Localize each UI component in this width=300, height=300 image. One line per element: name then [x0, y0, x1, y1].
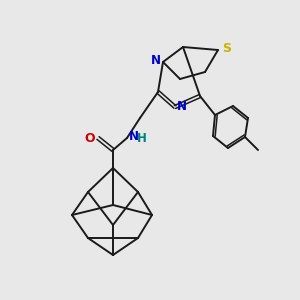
Text: N: N: [177, 100, 187, 113]
Text: S: S: [223, 41, 232, 55]
Text: H: H: [137, 133, 147, 146]
Text: N: N: [151, 55, 161, 68]
Text: N: N: [129, 130, 139, 142]
Text: O: O: [85, 131, 95, 145]
